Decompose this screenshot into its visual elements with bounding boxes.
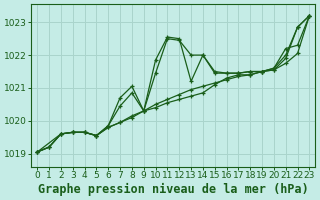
X-axis label: Graphe pression niveau de la mer (hPa): Graphe pression niveau de la mer (hPa) [38,183,309,196]
